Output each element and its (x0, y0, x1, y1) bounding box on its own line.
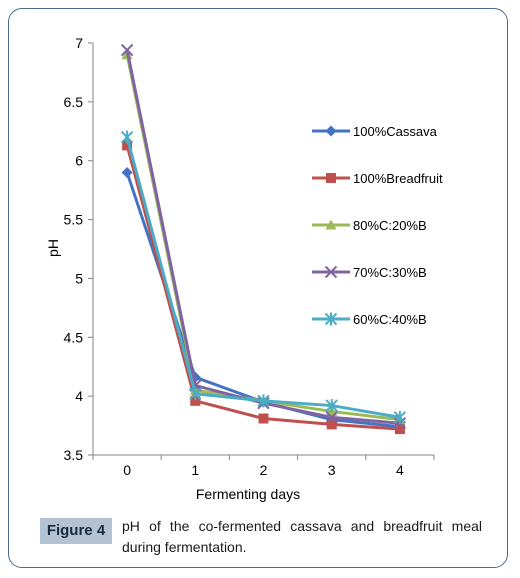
x-tick-label: 4 (396, 462, 404, 478)
legend-label: 80%C:20%B (353, 218, 427, 233)
x-tick-label: 3 (328, 462, 336, 478)
data-point (394, 424, 405, 435)
chart-legend: 100%Cassava 100%Breadfruit 80%C:20%B 70%C:3… (312, 124, 443, 327)
data-point (120, 130, 134, 144)
data-point (190, 395, 201, 406)
legend-label: 100%Cassava (353, 124, 438, 139)
y-tick-label: 6 (75, 153, 83, 169)
chart-ticks: 3.5 4 4.5 5 5.5 6 6.5 7 0 1 2 3 4 (64, 35, 435, 478)
data-point (393, 410, 407, 424)
x-axis-label: Fermenting days (196, 486, 300, 502)
y-axis-label: pH (45, 239, 61, 257)
y-tick-label: 5 (75, 270, 83, 286)
legend-label: 100%Breadfruit (353, 171, 443, 186)
figure-frame (8, 8, 508, 568)
line-chart: 3.5 4 4.5 5 5.5 6 6.5 7 0 1 2 3 4 100%Cassava 100%Bre… (45, 35, 443, 502)
data-point (326, 419, 337, 430)
y-tick-label: 6.5 (64, 94, 84, 110)
y-tick-label: 4.5 (64, 329, 84, 345)
data-point (122, 140, 133, 151)
legend-marker (324, 265, 338, 279)
x-tick-label: 1 (191, 462, 199, 478)
y-tick-label: 5.5 (64, 212, 84, 228)
figure-caption: Figure 4 pH of the co-fermented cassava … (40, 514, 484, 564)
figure-label: Figure 4 (40, 518, 112, 544)
legend-label: 70%C:30%B (353, 265, 427, 280)
chart-series-lines (120, 43, 407, 435)
y-tick-label: 4 (75, 388, 83, 404)
x-tick-label: 0 (123, 462, 131, 478)
data-point (120, 43, 134, 57)
legend-label: 60%C:40%B (353, 312, 427, 327)
data-point (189, 387, 202, 401)
data-point (121, 166, 133, 178)
legend-marker (325, 125, 337, 137)
legend-marker (324, 312, 338, 326)
legend-marker (325, 219, 337, 230)
series-line (125, 54, 401, 422)
y-tick-label: 7 (75, 35, 83, 51)
data-point (257, 394, 270, 408)
y-tick-label: 3.5 (64, 447, 84, 463)
legend-marker (326, 173, 336, 183)
series-line (125, 49, 401, 425)
data-point (325, 399, 338, 413)
x-tick-label: 2 (260, 462, 268, 478)
data-point (258, 413, 269, 424)
data-point (325, 411, 338, 424)
chart-axes (92, 43, 434, 456)
figure-caption-text: pH of the co-fermented cassava and bread… (122, 518, 482, 555)
